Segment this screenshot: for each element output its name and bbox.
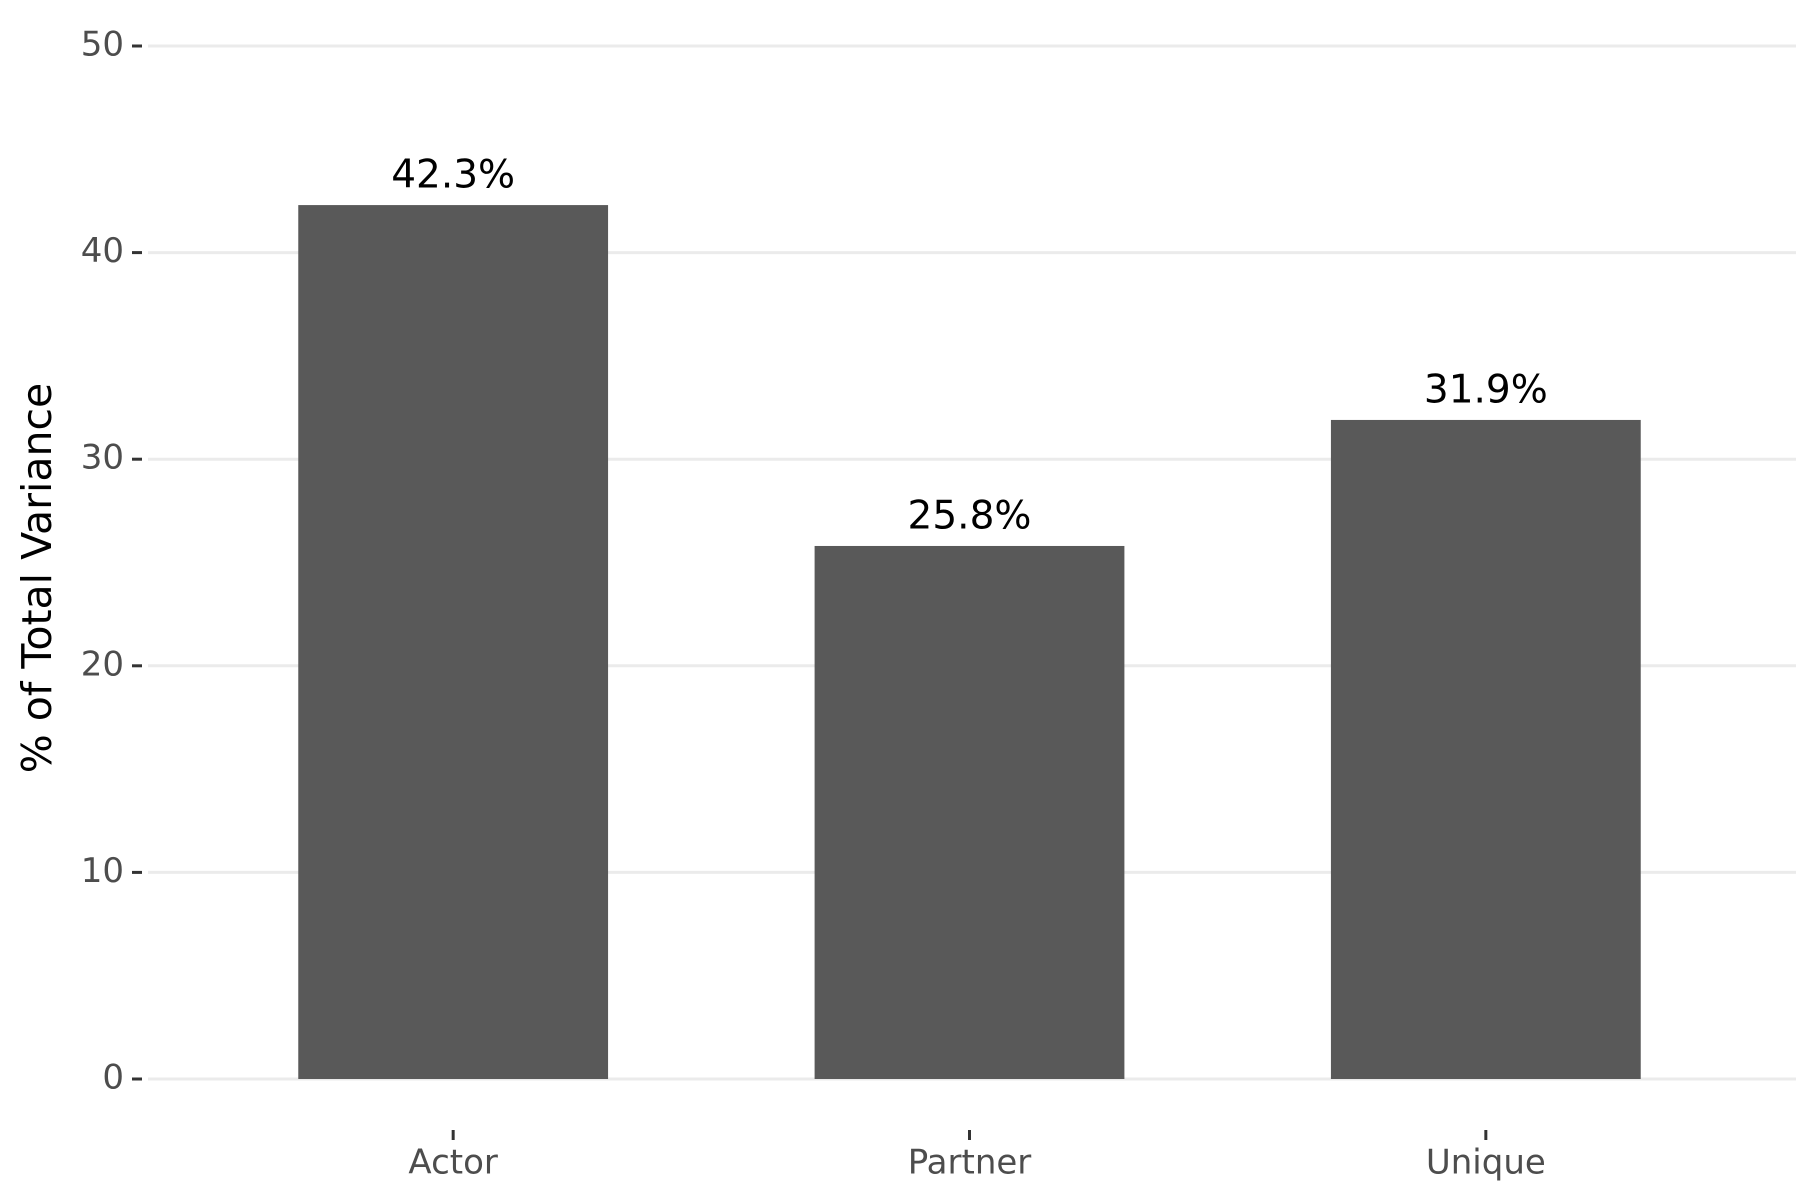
value-label: 42.3% <box>391 153 515 198</box>
x-tick-label: Unique <box>1426 1143 1546 1183</box>
y-axis-label: % of Total Variance <box>13 383 61 773</box>
y-tick-label: 40 <box>81 231 124 271</box>
value-label: 25.8% <box>908 493 1032 538</box>
x-tick-label: Partner <box>908 1143 1032 1183</box>
bar <box>814 545 1125 1079</box>
y-tick-label: 10 <box>81 851 124 891</box>
y-tick-label: 30 <box>81 438 124 478</box>
y-tick-label: 20 <box>81 644 124 684</box>
y-tick-label: 50 <box>81 25 124 65</box>
value-label: 31.9% <box>1424 367 1548 412</box>
bar <box>1330 419 1641 1079</box>
bar <box>298 205 609 1079</box>
y-tick-label: 0 <box>102 1058 124 1098</box>
x-tick-label: Actor <box>408 1143 497 1183</box>
